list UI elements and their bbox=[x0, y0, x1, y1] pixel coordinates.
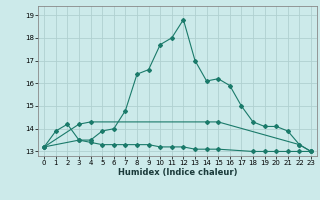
X-axis label: Humidex (Indice chaleur): Humidex (Indice chaleur) bbox=[118, 168, 237, 177]
